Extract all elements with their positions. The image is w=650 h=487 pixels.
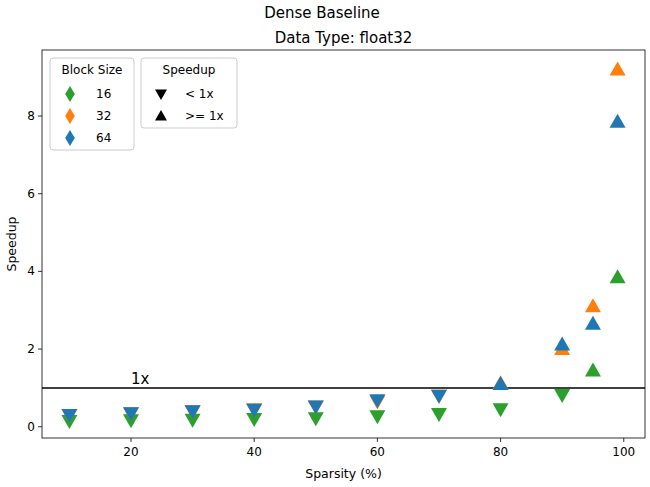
y-tick-label: 4 — [27, 264, 35, 278]
subtitle: Data Type: float32 — [275, 29, 413, 47]
legend-box — [50, 58, 134, 150]
point — [246, 403, 262, 417]
legend-marker — [155, 90, 167, 101]
y-tick — [38, 193, 42, 194]
point — [431, 408, 447, 422]
legend-title: Block Size — [62, 63, 123, 77]
point — [185, 405, 201, 419]
point — [308, 401, 324, 415]
legend-box — [141, 58, 237, 128]
x-tick-label: 40 — [247, 445, 262, 459]
y-tick-label: 6 — [27, 187, 35, 201]
point — [61, 409, 77, 423]
x-tick — [131, 438, 132, 442]
x-tick — [254, 438, 255, 442]
point — [308, 401, 324, 415]
legend-label: 16 — [96, 87, 111, 101]
legend-marker — [65, 86, 75, 102]
x-tick — [500, 438, 501, 442]
point — [585, 316, 601, 330]
plot-frame — [42, 50, 645, 438]
annotation: 1x — [131, 370, 150, 388]
y-tick — [38, 426, 42, 427]
chart-container: Dense BaselineData Type: float3220406080… — [0, 0, 650, 487]
x-axis-label: Sparsity (%) — [305, 466, 382, 481]
point — [585, 298, 601, 312]
x-tick — [377, 438, 378, 442]
legend-label: 64 — [96, 131, 111, 145]
x-tick-label: 60 — [370, 445, 385, 459]
point — [493, 375, 509, 389]
chart-svg: Dense BaselineData Type: float3220406080… — [0, 0, 650, 487]
y-tick-label: 2 — [27, 342, 35, 356]
point — [554, 336, 570, 350]
point — [123, 407, 139, 421]
point — [610, 269, 626, 283]
y-axis-label: Speedup — [4, 216, 19, 271]
y-tick — [38, 116, 42, 117]
point — [585, 362, 601, 376]
y-tick — [38, 271, 42, 272]
y-tick-label: 8 — [27, 109, 35, 123]
legend-label: >= 1x — [185, 109, 224, 123]
point — [431, 390, 447, 404]
point — [369, 394, 385, 408]
x-tick-label: 20 — [123, 445, 138, 459]
legend-marker — [65, 130, 75, 146]
point — [610, 61, 626, 75]
point — [610, 114, 626, 128]
point — [493, 376, 509, 390]
y-tick — [38, 349, 42, 350]
legend-marker — [65, 108, 75, 124]
point — [123, 407, 139, 421]
x-tick-label: 80 — [493, 445, 508, 459]
legend-label: < 1x — [185, 87, 214, 101]
title: Dense Baseline — [264, 4, 380, 22]
x-tick-label: 100 — [612, 445, 635, 459]
legend-label: 32 — [96, 109, 111, 123]
point — [185, 405, 201, 419]
legend-marker — [155, 110, 167, 121]
point — [369, 410, 385, 424]
x-tick — [623, 438, 624, 442]
point — [246, 404, 262, 418]
point — [493, 403, 509, 417]
point — [554, 389, 570, 403]
legend-title: Speedup — [163, 63, 216, 77]
y-tick-label: 0 — [27, 420, 35, 434]
point — [61, 409, 77, 423]
point — [431, 390, 447, 404]
